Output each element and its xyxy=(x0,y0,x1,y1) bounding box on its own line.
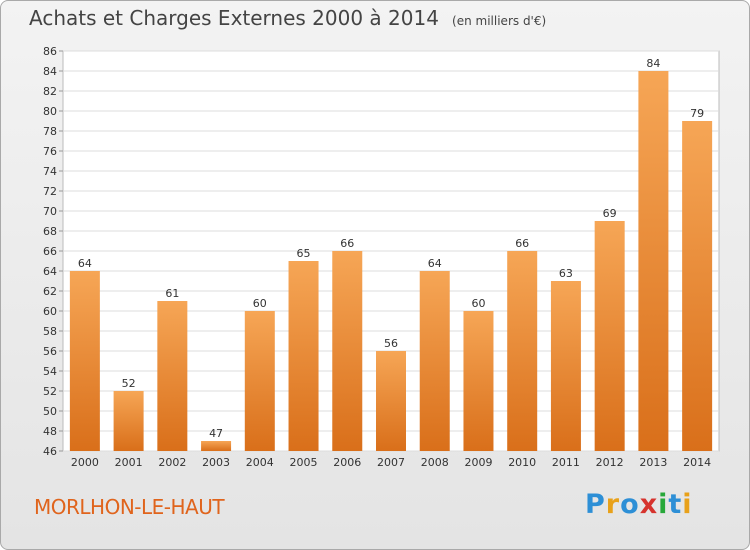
x-tick-label: 2003 xyxy=(202,456,230,469)
bar-2000 xyxy=(69,271,100,451)
y-tick-label: 56 xyxy=(43,345,57,358)
bar-2005 xyxy=(288,261,319,451)
y-tick-label: 70 xyxy=(43,205,57,218)
y-tick-label: 78 xyxy=(43,125,57,138)
x-tick-label: 2014 xyxy=(683,456,711,469)
bar-2001 xyxy=(113,391,144,451)
x-tick-label: 2013 xyxy=(639,456,667,469)
x-tick-label: 2006 xyxy=(333,456,361,469)
y-tick-label: 58 xyxy=(43,325,57,338)
value-label: 66 xyxy=(515,237,529,250)
y-tick-label: 82 xyxy=(43,85,57,98)
y-tick-label: 72 xyxy=(43,185,57,198)
y-tick-label: 52 xyxy=(43,385,57,398)
bar-2009 xyxy=(463,311,494,451)
value-label: 84 xyxy=(646,57,660,70)
y-tick-label: 84 xyxy=(43,65,57,78)
value-label: 56 xyxy=(384,337,398,350)
x-tick-label: 2007 xyxy=(377,456,405,469)
y-tick-label: 48 xyxy=(43,425,57,438)
brand-letter: o xyxy=(620,489,640,520)
y-tick-label: 46 xyxy=(43,445,57,458)
bar-2012 xyxy=(594,221,625,451)
y-tick-label: 54 xyxy=(43,365,57,378)
bar-2006 xyxy=(332,251,363,451)
y-tick-label: 68 xyxy=(43,225,57,238)
bar-2008 xyxy=(419,271,450,451)
brand-letter: t xyxy=(668,489,683,520)
value-label: 60 xyxy=(253,297,267,310)
location-name: MORLHON-LE-HAUT xyxy=(34,495,225,519)
bar-2010 xyxy=(507,251,538,451)
y-tick-label: 80 xyxy=(43,105,57,118)
chart-title: Achats et Charges Externes 2000 à 2014 xyxy=(29,6,439,30)
value-label: 52 xyxy=(122,377,136,390)
brand-letter: r xyxy=(605,489,621,520)
x-tick-label: 2010 xyxy=(508,456,536,469)
brand-letter: i xyxy=(658,489,669,520)
brand-letter: x xyxy=(639,489,659,520)
value-label: 64 xyxy=(428,257,442,270)
value-label: 64 xyxy=(78,257,92,270)
y-tick-label: 62 xyxy=(43,285,57,298)
x-tick-label: 2008 xyxy=(421,456,449,469)
brand-letter: P xyxy=(585,489,606,520)
y-tick-label: 76 xyxy=(43,145,57,158)
x-tick-label: 2002 xyxy=(158,456,186,469)
bar-2013 xyxy=(638,71,669,451)
brand-letter: i xyxy=(682,489,693,520)
bar-2003 xyxy=(201,441,232,451)
bar-2002 xyxy=(157,301,188,451)
value-label: 63 xyxy=(559,267,573,280)
bar-2011 xyxy=(550,281,581,451)
x-tick-label: 2001 xyxy=(115,456,143,469)
value-label: 61 xyxy=(165,287,179,300)
bar-2014 xyxy=(682,121,713,451)
y-tick-label: 64 xyxy=(43,265,57,278)
brand-logo[interactable]: Proxiti xyxy=(585,489,693,520)
y-tick-label: 86 xyxy=(43,45,57,58)
bar-2004 xyxy=(244,311,275,451)
y-tick-label: 50 xyxy=(43,405,57,418)
x-tick-label: 2011 xyxy=(552,456,580,469)
labels: 46 48 50 52 54 56 58 60 62 64 66 68 70 72 74 76 78 80 82 84… xyxy=(43,45,711,469)
bar-2007 xyxy=(376,351,406,451)
y-tick-label: 66 xyxy=(43,245,57,258)
value-label: 60 xyxy=(471,297,485,310)
x-tick-label: 2000 xyxy=(71,456,99,469)
x-tick-label: 2012 xyxy=(596,456,624,469)
value-label: 69 xyxy=(603,207,617,220)
value-label: 47 xyxy=(209,427,223,440)
x-tick-label: 2009 xyxy=(464,456,492,469)
value-label: 66 xyxy=(340,237,354,250)
x-tick-label: 2005 xyxy=(290,456,318,469)
bars xyxy=(69,71,713,451)
y-tick-label: 60 xyxy=(43,305,57,318)
title-row: Achats et Charges Externes 2000 à 2014 (… xyxy=(29,6,546,30)
x-tick-label: 2004 xyxy=(246,456,274,469)
chart-unit: (en milliers d'€) xyxy=(452,14,547,28)
value-label: 65 xyxy=(297,247,311,260)
value-label: 79 xyxy=(690,107,704,120)
y-tick-label: 74 xyxy=(43,165,57,178)
